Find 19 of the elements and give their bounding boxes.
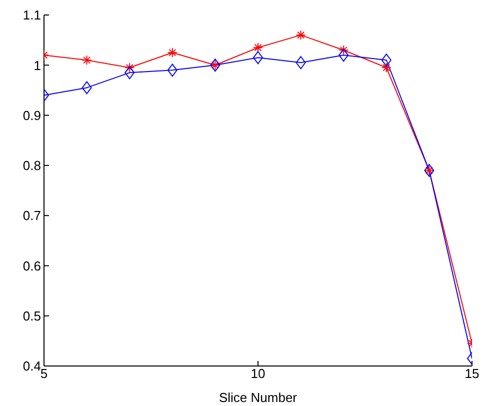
y-tick-label: 0.4 <box>22 358 41 374</box>
point <box>253 51 263 64</box>
point <box>124 66 135 80</box>
y-tick-label: 1.1 <box>22 8 41 23</box>
x-axis-title: Slice Number <box>218 390 298 405</box>
point <box>338 48 349 62</box>
y-tick-label: 0.6 <box>22 258 41 274</box>
y-tick-label: 1 <box>34 58 41 73</box>
x-tick-label: 15 <box>464 366 480 382</box>
point <box>82 81 92 94</box>
x-tick-label: 10 <box>250 366 266 382</box>
y-tick-label: 0.7 <box>22 208 41 224</box>
point <box>296 56 306 70</box>
point <box>167 64 178 77</box>
y-tick-label: 0.8 <box>22 158 41 174</box>
point <box>381 54 392 67</box>
y-tick-label: 0.5 <box>22 308 41 324</box>
x-tick-label: 5 <box>40 366 48 382</box>
y-tick-label: 0.9 <box>22 108 41 123</box>
